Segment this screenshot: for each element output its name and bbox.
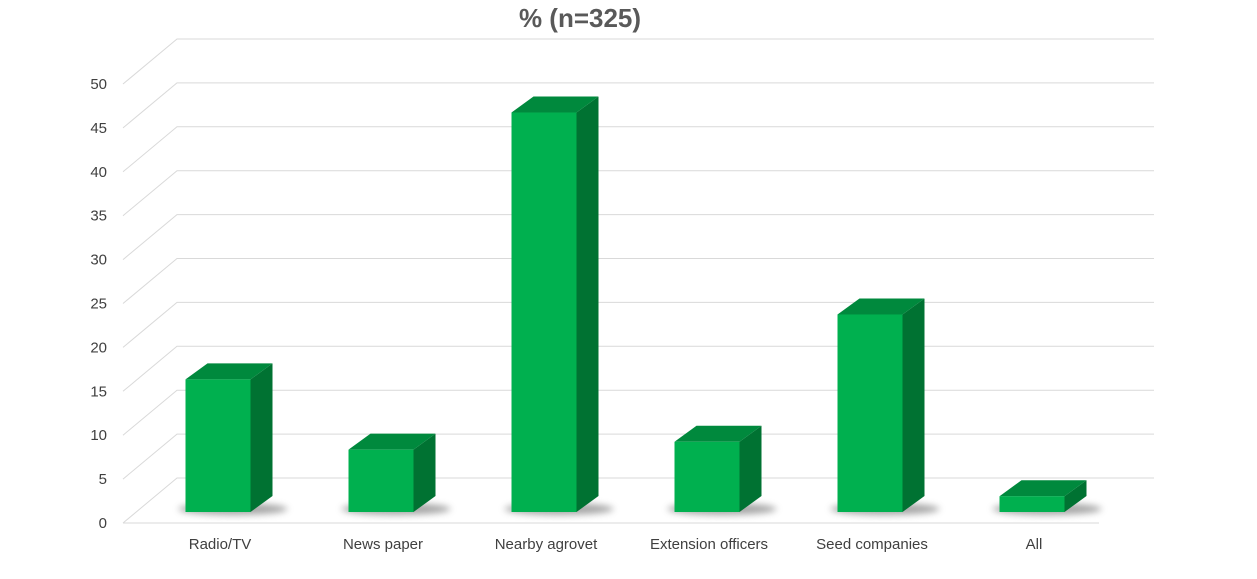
y-tick-label: 0 [99,515,107,532]
bar-side [413,433,436,512]
gridline [122,433,1154,480]
y-tick-label: 5 [99,471,107,488]
gridline [122,258,1154,304]
floor-back-line [122,477,1154,524]
x-category-label: All [1026,536,1043,553]
y-tick-label: 15 [90,383,107,400]
bar [999,496,1065,512]
y-tick-label: 50 [90,76,107,93]
gridline [122,214,1154,260]
bar-top [999,480,1087,497]
bar [185,379,251,512]
gridline [122,345,1154,392]
y-tick-label: 10 [90,427,107,444]
x-category-label: Nearby agrovet [495,536,598,553]
bar-top [511,96,599,113]
x-category-label: Radio/TV [189,536,252,553]
gridline [122,82,1154,129]
gridline [122,126,1154,173]
x-category-label: Extension officers [650,536,768,553]
gridline [122,389,1154,436]
y-tick-label: 20 [90,339,107,356]
axis-layer [122,477,1154,524]
bar [837,314,903,512]
bars-layer [178,96,1102,515]
y-tick-label: 35 [90,208,107,225]
bar [348,449,414,512]
x-category-label: Seed companies [816,536,928,553]
bar-top [185,363,273,380]
grid-layer [122,38,1154,480]
gridline [122,170,1154,217]
bar [511,112,577,512]
bar-side [1064,480,1087,512]
bar-top [348,433,436,450]
x-category-label: News paper [343,536,423,553]
bar-top [674,425,762,442]
bar [674,441,740,512]
bar-side [576,96,599,512]
bar-side [902,298,925,512]
gridline [122,301,1154,348]
bar-side [739,425,762,512]
bar-side [250,363,273,512]
chart-title: % (n=325) [519,3,641,33]
labels-layer: 0 5 10 15 20 25 30 35 40 45 50 Radio/TV News paper Ne… [90,76,1042,553]
gridline [122,38,1154,85]
bar-top [837,298,925,315]
y-tick-label: 40 [90,164,107,181]
y-tick-label: 25 [90,296,107,313]
y-tick-label: 45 [90,120,107,137]
y-tick-label: 30 [90,252,107,269]
